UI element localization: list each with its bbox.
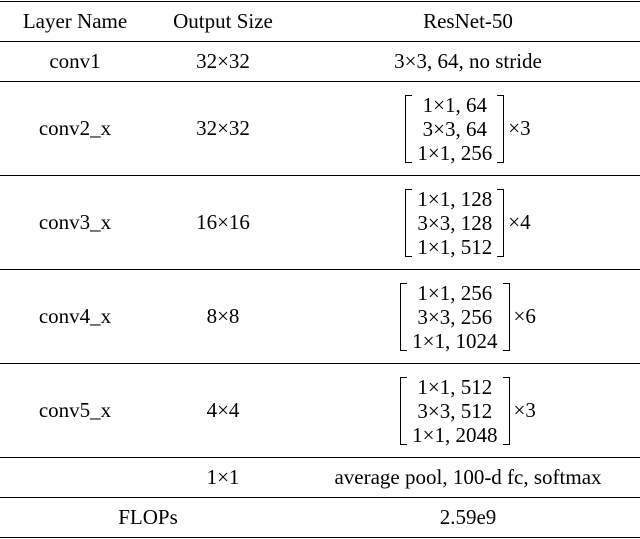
bracket-block: 1×1, 256 3×3, 256 1×1, 1024 — [400, 280, 510, 353]
header-cell: ResNet-50 — [423, 9, 513, 33]
table-row: 1×1 average pool, 100-d fc, softmax — [0, 458, 640, 498]
config-cell: 3×3, 64, no stride — [394, 49, 542, 73]
config-cell: 1×1, 128 3×3, 128 1×1, 512 ×4 — [296, 176, 640, 269]
footer-value: 2.59e9 — [439, 505, 497, 529]
right-bracket — [502, 282, 510, 351]
config-cell: 1×1, 256 3×3, 256 1×1, 1024 ×6 — [296, 270, 640, 363]
left-bracket — [405, 94, 413, 163]
repeat-count: ×6 — [513, 304, 536, 328]
block-group: 1×1, 128 3×3, 128 1×1, 512 ×4 — [405, 186, 531, 259]
block-line: 3×3, 512 — [417, 398, 493, 423]
repeat-count: ×3 — [508, 116, 531, 140]
block-line: 3×3, 128 — [417, 210, 493, 235]
block-line: 1×1, 512 — [417, 374, 493, 399]
output-size: 1×1 — [206, 465, 240, 489]
layer-name: conv3_x — [38, 210, 112, 234]
block-group: 1×1, 256 3×3, 256 1×1, 1024 ×6 — [400, 281, 536, 353]
table-row: conv3_x 16×16 1×1, 128 3×3, 128 1×1, 512 ×4 — [0, 176, 640, 270]
layer-name: conv2_x — [38, 116, 112, 140]
right-bracket — [497, 94, 505, 163]
block-line: 1×1, 256 — [417, 280, 493, 305]
right-bracket — [502, 376, 510, 445]
footer-row: FLOPs 2.59e9 — [0, 498, 640, 538]
block-line: 1×1, 128 — [417, 186, 493, 211]
layer-name — [0, 458, 150, 497]
bracket-block: 1×1, 512 3×3, 512 1×1, 2048 — [400, 374, 510, 447]
output-size: 4×4 — [206, 398, 240, 422]
block-line: 3×3, 256 — [417, 304, 493, 329]
block-group: 1×1, 64 3×3, 64 1×1, 256 ×3 — [405, 92, 531, 165]
layer-name: conv1 — [49, 49, 101, 73]
footer-label: FLOPs — [118, 505, 178, 529]
repeat-count: ×3 — [513, 398, 536, 422]
layer-name: conv4_x — [38, 304, 112, 328]
header-row: Layer Name Output Size ResNet-50 — [0, 2, 640, 42]
block-line: 1×1, 1024 — [412, 328, 498, 353]
table-row: conv4_x 8×8 1×1, 256 3×3, 256 1×1, 1024 ×6 — [0, 270, 640, 364]
output-size: 32×32 — [196, 49, 250, 73]
repeat-count: ×4 — [508, 210, 531, 234]
config-cell: 1×1, 64 3×3, 64 1×1, 256 ×3 — [296, 82, 640, 175]
block-line: 3×3, 64 — [422, 116, 487, 141]
block-line: 1×1, 2048 — [412, 422, 498, 447]
output-size: 8×8 — [206, 304, 240, 328]
left-bracket — [400, 376, 408, 445]
table-row: conv2_x 32×32 1×1, 64 3×3, 64 1×1, 256 ×3 — [0, 82, 640, 176]
output-size: 32×32 — [196, 116, 250, 140]
output-size: 16×16 — [196, 210, 250, 234]
block-line: 1×1, 64 — [422, 92, 487, 117]
config-cell: 1×1, 512 3×3, 512 1×1, 2048 ×3 — [296, 364, 640, 457]
header-cell: Output Size — [173, 9, 273, 33]
left-bracket — [405, 188, 413, 257]
bracket-block: 1×1, 128 3×3, 128 1×1, 512 — [405, 186, 505, 259]
left-bracket — [400, 282, 408, 351]
layer-name: conv5_x — [38, 398, 112, 422]
bracket-block: 1×1, 64 3×3, 64 1×1, 256 — [405, 92, 505, 165]
table-row: conv5_x 4×4 1×1, 512 3×3, 512 1×1, 2048 ×3 — [0, 364, 640, 458]
right-bracket — [497, 188, 505, 257]
block-line: 1×1, 256 — [417, 140, 493, 165]
header-cell: Layer Name — [22, 9, 128, 33]
block-line: 1×1, 512 — [417, 234, 493, 259]
block-group: 1×1, 512 3×3, 512 1×1, 2048 ×3 — [400, 375, 536, 447]
config-cell: average pool, 100-d fc, softmax — [334, 465, 602, 489]
table-row: conv1 32×32 3×3, 64, no stride — [0, 42, 640, 82]
